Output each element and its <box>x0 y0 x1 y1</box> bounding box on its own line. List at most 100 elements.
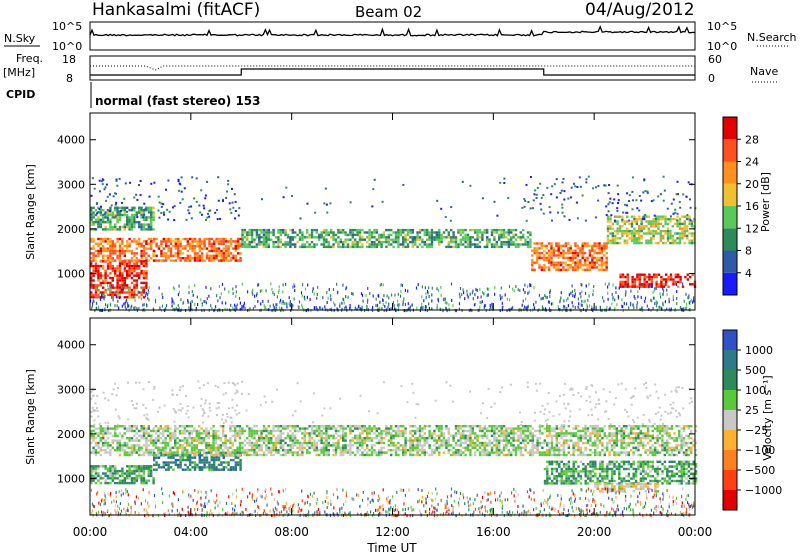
heatmap-cell <box>140 281 143 285</box>
heatmap-cell <box>97 237 100 241</box>
heatmap-cell <box>387 233 390 237</box>
heatmap-cell <box>160 254 163 257</box>
heatmap-cell <box>282 425 285 428</box>
heatmap-cell <box>574 254 577 257</box>
heatmap-cell <box>133 209 136 212</box>
heatmap-cell <box>368 425 371 428</box>
heatmap-cell <box>174 454 177 457</box>
heatmap-cell <box>128 272 131 275</box>
heatmap-cell <box>130 306 132 310</box>
heatmap-cell <box>524 283 526 287</box>
heatmap-cell <box>621 304 623 308</box>
heatmap-cell <box>342 439 345 442</box>
heatmap-cell <box>162 211 165 214</box>
heatmap-cell <box>563 299 565 303</box>
heatmap-cell <box>588 263 592 267</box>
heatmap-cell <box>581 283 583 287</box>
nave-trace <box>90 65 695 71</box>
heatmap-cell <box>130 465 134 468</box>
heatmap-cell <box>373 178 376 181</box>
heatmap-cell <box>279 453 282 457</box>
heatmap-cell <box>162 203 165 206</box>
heatmap-cell <box>142 262 146 265</box>
heatmap-cell <box>230 211 233 214</box>
heatmap-cell <box>621 232 624 235</box>
heatmap-cell <box>99 225 102 229</box>
heatmap-cell <box>404 449 407 452</box>
heatmap-cell <box>140 434 143 437</box>
heatmap-cell <box>380 437 383 440</box>
heatmap-cell <box>172 254 175 257</box>
heatmap-cell <box>607 192 610 195</box>
heatmap-cell <box>169 466 173 469</box>
heatmap-cell <box>123 279 126 282</box>
heatmap-cell <box>92 469 95 473</box>
heatmap-cell <box>342 446 345 449</box>
heatmap-cell <box>294 243 297 246</box>
heatmap-cell <box>222 461 225 464</box>
heatmap-cell <box>150 474 153 478</box>
heatmap-cell <box>681 229 684 233</box>
heatmap-cell <box>356 240 359 244</box>
heatmap-cell <box>435 425 438 428</box>
heatmap-cell <box>296 233 299 237</box>
heatmap-cell <box>160 249 163 253</box>
heatmap-cell <box>332 288 335 291</box>
heatmap-cell <box>147 254 150 257</box>
heatmap-cell <box>308 439 311 442</box>
heatmap-cell <box>158 286 160 290</box>
heatmap-cell <box>655 273 658 276</box>
heatmap-cell <box>181 454 185 457</box>
heatmap-cell <box>358 453 362 457</box>
heatmap-cell <box>201 240 204 243</box>
heatmap-cell <box>174 446 177 449</box>
heatmap-cell <box>238 296 241 300</box>
heatmap-cell <box>327 444 330 447</box>
heatmap-cell <box>669 234 672 238</box>
heatmap-cell <box>433 449 436 452</box>
heatmap-cell <box>654 220 658 223</box>
heatmap-cell <box>689 299 691 303</box>
heatmap-cell <box>387 243 390 246</box>
heatmap-cell <box>320 425 323 428</box>
heatmap-cell <box>231 453 234 457</box>
heatmap-cell <box>447 231 450 234</box>
heatmap-cell <box>169 259 173 262</box>
heatmap-cell <box>111 439 114 442</box>
heatmap-cell <box>234 242 237 245</box>
heatmap-cell <box>195 451 198 454</box>
heatmap-cell <box>299 217 302 220</box>
heatmap-cell <box>155 242 158 245</box>
heatmap-cell <box>250 432 254 435</box>
heatmap-cell <box>666 234 670 238</box>
heatmap-cell <box>128 472 131 475</box>
heatmap-cell <box>662 278 665 281</box>
heatmap-cell <box>320 434 323 437</box>
heatmap-cell <box>140 272 143 275</box>
heatmap-cell <box>366 432 369 435</box>
heatmap-cell <box>99 211 102 214</box>
heatmap-cell <box>224 446 227 449</box>
heatmap-cell <box>416 427 419 430</box>
heatmap-cell <box>560 189 563 192</box>
heatmap-cell <box>626 285 629 288</box>
heatmap-cell <box>563 190 566 193</box>
heatmap-cell <box>186 425 189 428</box>
heatmap-cell <box>106 451 110 454</box>
colorbar-swatch <box>723 206 737 229</box>
heatmap-cell <box>399 429 402 433</box>
heatmap-cell <box>104 276 107 280</box>
heatmap-cell <box>258 238 261 241</box>
heatmap-cell <box>111 293 114 297</box>
heatmap-cell <box>114 209 117 212</box>
heatmap-cell <box>279 439 282 442</box>
heatmap-cell <box>533 261 536 264</box>
heatmap-cell <box>92 439 95 442</box>
heatmap-cell <box>92 264 95 268</box>
heatmap-cell <box>279 441 282 445</box>
heatmap-cell <box>166 427 170 430</box>
heatmap-cell <box>238 207 241 210</box>
heatmap-cell <box>342 451 345 454</box>
heatmap-cell <box>128 465 131 468</box>
heatmap-cell <box>130 291 134 294</box>
